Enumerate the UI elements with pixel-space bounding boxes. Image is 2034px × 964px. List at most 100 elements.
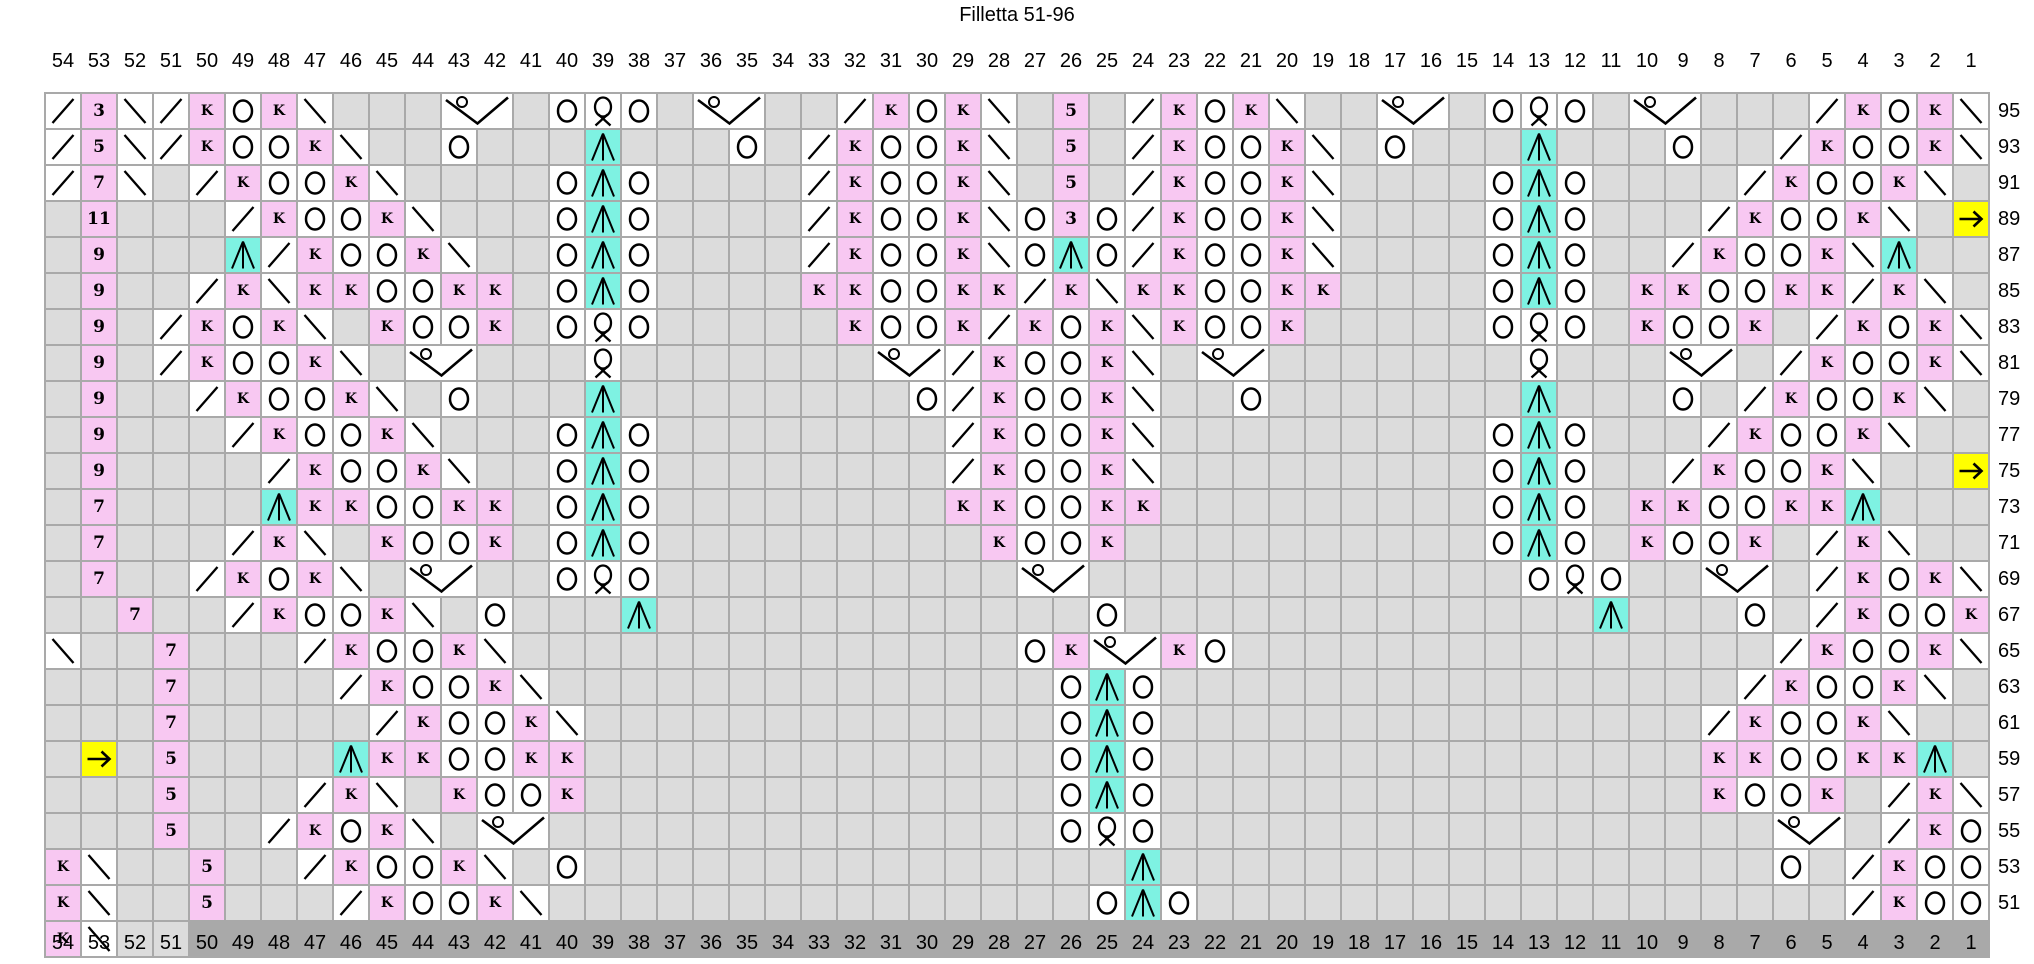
yarn-over-icon — [1816, 387, 1838, 411]
cell-yarn-over — [874, 238, 908, 272]
cell-yarn-over — [442, 706, 476, 740]
right-decrease-icon — [231, 530, 255, 556]
no-stitch-cell — [1594, 346, 1628, 380]
no-stitch-cell — [118, 490, 152, 524]
no-stitch-cell — [622, 634, 656, 668]
cell-yarn-over — [262, 382, 296, 416]
twisted-knit-icon: K — [1136, 283, 1150, 299]
cell-gather-stitch — [874, 346, 944, 380]
left-decrease-icon — [1131, 422, 1155, 448]
no-stitch-cell — [1558, 778, 1592, 812]
cell-yarn-over — [1810, 166, 1844, 200]
twisted-knit-icon: K — [416, 463, 430, 479]
column-number: 27 — [1023, 50, 1047, 72]
column-numbers-top: 54 53 52 51 50 49 48 47 46 45 44 43 42 41 40 39 38 37 36 35… — [44, 48, 1990, 74]
cell-twisted-knit: K — [1666, 274, 1700, 308]
no-stitch-cell — [118, 346, 152, 380]
cell-left-decrease — [406, 418, 440, 452]
no-stitch-cell — [730, 562, 764, 596]
yarn-over-icon — [916, 99, 938, 123]
cell-twisted-knit: K — [1882, 382, 1916, 416]
yarn-over-icon — [232, 99, 254, 123]
no-stitch-cell — [1738, 850, 1772, 884]
yarn-over-icon — [484, 603, 506, 627]
repeat-count-value: 5 — [1065, 136, 1077, 157]
cell-left-decrease — [82, 922, 116, 956]
no-stitch-cell — [442, 598, 476, 632]
yarn-over-icon — [1672, 315, 1694, 339]
no-stitch-cell — [1306, 418, 1340, 452]
column-number: 33 — [807, 932, 831, 954]
cell-right-decrease — [46, 166, 80, 200]
cell-twisted-knit: K — [262, 526, 296, 560]
no-stitch-cell — [1306, 670, 1340, 704]
no-stitch-cell — [658, 238, 692, 272]
no-stitch-cell — [1666, 706, 1700, 740]
cell-twisted-loop — [1558, 562, 1592, 596]
cell-twisted-knit: K — [1270, 166, 1304, 200]
no-stitch-cell — [406, 778, 440, 812]
no-stitch-cell — [154, 922, 188, 956]
no-stitch-cell — [154, 202, 188, 236]
twisted-knit-icon: K — [1748, 751, 1762, 767]
yarn-over-icon — [412, 315, 434, 339]
yarn-over-icon — [1852, 675, 1874, 699]
no-stitch-cell — [550, 382, 584, 416]
twisted-knit-icon: K — [1244, 103, 1258, 119]
no-stitch-cell — [1018, 706, 1052, 740]
cell-left-decrease — [1954, 778, 1988, 812]
no-stitch-cell — [190, 742, 224, 776]
cell-twisted-knit: K — [370, 526, 404, 560]
yarn-over-icon — [340, 819, 362, 843]
column-number: 24 — [1131, 932, 1155, 954]
cell-left-decrease — [982, 130, 1016, 164]
column-number: 48 — [267, 50, 291, 72]
no-stitch-cell — [1270, 346, 1304, 380]
no-stitch-cell — [658, 634, 692, 668]
no-stitch-cell — [1846, 778, 1880, 812]
cell-yarn-over — [1810, 382, 1844, 416]
twisted-knit-icon: K — [1640, 535, 1654, 551]
no-stitch-cell — [1018, 598, 1052, 632]
twisted-knit-icon: K — [380, 895, 394, 911]
cell-twisted-knit: K — [1882, 742, 1916, 776]
left-decrease-icon — [339, 566, 363, 592]
column-number: 46 — [339, 932, 363, 954]
column-number: 42 — [483, 50, 507, 72]
no-stitch-cell — [154, 490, 188, 524]
column-number: 46 — [339, 50, 363, 72]
no-stitch-cell — [874, 598, 908, 632]
column-number: 24 — [1131, 50, 1155, 72]
no-stitch-cell — [694, 490, 728, 524]
cell-twisted-knit: K — [1090, 526, 1124, 560]
column-number: 30 — [915, 932, 939, 954]
cell-twisted-knit: K — [478, 490, 512, 524]
cell-twisted-knit: K — [838, 166, 872, 200]
yarn-over-icon — [376, 459, 398, 483]
twisted-knit-icon: K — [452, 499, 466, 515]
cell-twisted-knit: K — [946, 490, 980, 524]
yarn-over-icon — [1024, 531, 1046, 555]
no-stitch-cell — [1378, 202, 1412, 236]
no-stitch-cell — [1342, 670, 1376, 704]
left-decrease-icon — [1311, 170, 1335, 196]
no-stitch-cell — [550, 670, 584, 704]
column-number: 39 — [591, 50, 615, 72]
cell-yarn-over — [370, 490, 404, 524]
cell-left-decrease — [1882, 418, 1916, 452]
twisted-knit-icon: K — [1784, 391, 1798, 407]
yarn-over-icon — [1852, 135, 1874, 159]
cell-twisted-knit: K — [1702, 742, 1736, 776]
repeat-count-value: 9 — [93, 352, 105, 373]
cell-centered-double-decrease — [1090, 742, 1124, 776]
no-stitch-cell — [1774, 598, 1808, 632]
cell-yarn-over — [1774, 418, 1808, 452]
cell-twisted-knit: K — [550, 778, 584, 812]
cell-left-decrease — [1846, 454, 1880, 488]
yarn-over-icon — [1960, 819, 1982, 843]
no-stitch-cell — [298, 706, 332, 740]
twisted-knit-icon: K — [1928, 355, 1942, 371]
cell-yarn-over — [1846, 382, 1880, 416]
no-stitch-cell — [478, 202, 512, 236]
cell-right-decrease — [1774, 346, 1808, 380]
